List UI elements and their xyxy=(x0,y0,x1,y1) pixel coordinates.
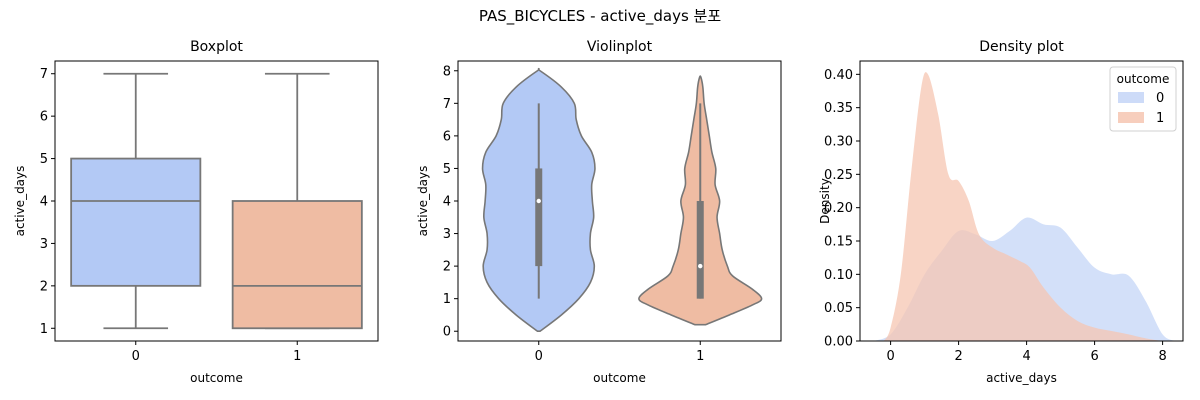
violin-outcome-0 xyxy=(481,67,596,333)
y-tick-label: 1 xyxy=(443,292,451,307)
y-tick-label: 0.40 xyxy=(824,68,853,83)
y-tick-label: 0.30 xyxy=(824,135,853,150)
y-tick-label: 7 xyxy=(40,67,48,82)
panel-title: Violinplot xyxy=(587,39,653,55)
x-tick-label: 0 xyxy=(886,349,894,364)
y-tick-label: 0.25 xyxy=(824,168,853,183)
axes-frame xyxy=(457,60,782,342)
y-tick-label: 3 xyxy=(40,237,48,252)
x-axis-label: active_days xyxy=(986,371,1057,385)
density-area-outcome-1 xyxy=(883,72,1163,342)
violin-iqr-bar xyxy=(696,201,704,299)
x-tick-label: 1 xyxy=(293,349,301,364)
box-outcome-0 xyxy=(70,72,202,330)
x-tick-label: 2 xyxy=(954,349,962,364)
y-axis-label: active_days xyxy=(416,166,430,237)
iqr-box xyxy=(231,200,363,330)
legend-title: outcome xyxy=(1117,72,1170,86)
panel-1: Boxplot 1 2 3 4 5 6 7 0 1 outcome active_days xyxy=(13,39,379,385)
legend-label-0: 0 xyxy=(1156,91,1164,106)
y-tick-label: 5 xyxy=(443,162,451,177)
box-outcome-1 xyxy=(231,72,363,330)
y-tick-label: 6 xyxy=(40,110,48,125)
y-tick-label: 0.35 xyxy=(824,101,853,116)
violin-median-dot xyxy=(698,263,703,269)
x-axis-label: outcome xyxy=(593,371,646,385)
y-axis-label: Density xyxy=(818,178,832,224)
y-tick-label: 0.05 xyxy=(824,301,853,316)
y-tick-label: 5 xyxy=(40,152,48,167)
legend: outcome 0 1 xyxy=(1109,66,1177,132)
violin-iqr-bar xyxy=(535,168,543,267)
y-tick-label: 0.10 xyxy=(824,268,853,283)
y-tick-label: 8 xyxy=(443,64,451,79)
legend-swatch-0 xyxy=(1118,92,1144,103)
legend-label-1: 1 xyxy=(1156,111,1164,126)
y-tick-label: 0.15 xyxy=(824,235,853,250)
y-tick-label: 4 xyxy=(443,195,451,210)
y-tick-label: 1 xyxy=(40,322,48,337)
x-axis-label: outcome xyxy=(190,371,243,385)
iqr-box xyxy=(70,157,202,287)
x-tick-label: 1 xyxy=(696,349,704,364)
x-tick-label: 8 xyxy=(1158,349,1166,364)
y-tick-label: 7 xyxy=(443,97,451,112)
y-tick-label: 0.00 xyxy=(824,335,853,350)
x-tick-label: 0 xyxy=(535,349,543,364)
violin-outcome-1 xyxy=(638,75,763,326)
y-tick-label: 0.20 xyxy=(824,201,853,216)
axes-frame xyxy=(54,60,379,342)
panel-3: Density plot 0.00 0.05 0.10 0.15 0.20 0.25 0.30… xyxy=(818,39,1184,385)
y-tick-label: 6 xyxy=(443,129,451,144)
x-tick-label: 0 xyxy=(132,349,140,364)
x-tick-label: 4 xyxy=(1022,349,1030,364)
y-tick-label: 4 xyxy=(40,195,48,210)
legend-swatch-1 xyxy=(1118,112,1144,123)
y-tick-label: 3 xyxy=(443,227,451,242)
panel-2: Violinplot 0 1 2 3 4 5 6 7 8 0 1 outcome active_days xyxy=(416,39,782,385)
y-tick-label: 2 xyxy=(443,260,451,275)
figure-suptitle: PAS_BICYCLES - active_days 분포 xyxy=(479,7,721,26)
y-tick-label: 0 xyxy=(443,325,451,340)
x-tick-label: 6 xyxy=(1090,349,1098,364)
panel-title: Boxplot xyxy=(190,39,243,55)
axes-frame xyxy=(859,60,1184,342)
violin-median-dot xyxy=(536,198,541,204)
panel-title: Density plot xyxy=(979,39,1064,55)
y-axis-label: active_days xyxy=(13,166,27,237)
y-tick-label: 2 xyxy=(40,279,48,294)
